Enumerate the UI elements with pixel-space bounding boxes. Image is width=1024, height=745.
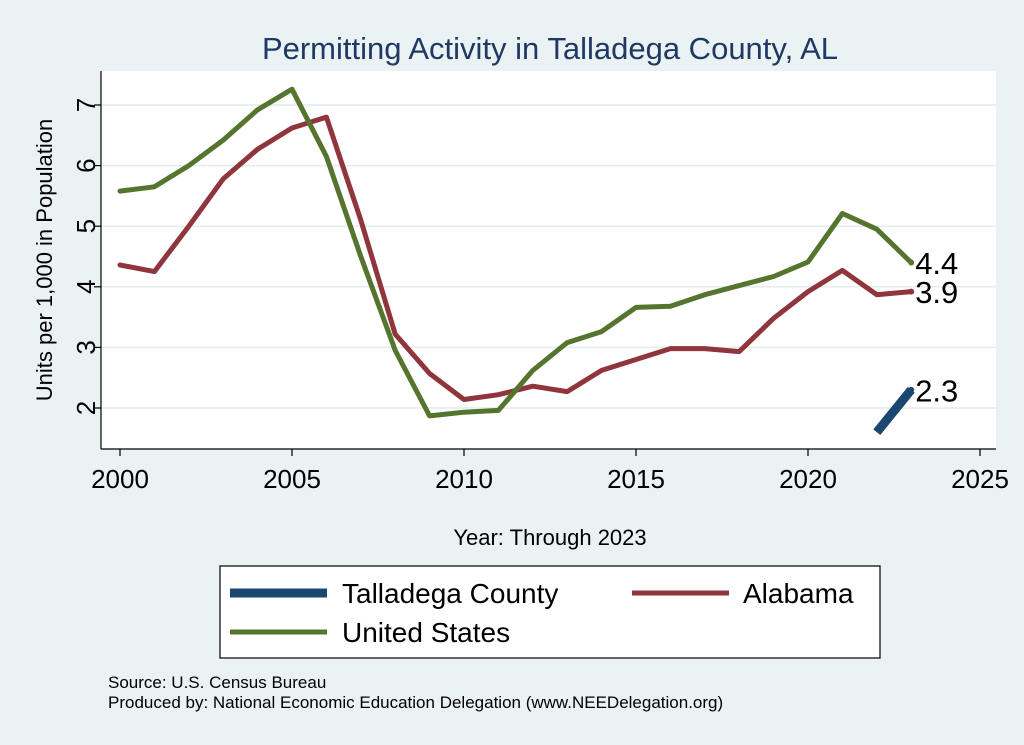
legend — [219, 565, 881, 659]
x-tick-label: 2015 — [607, 464, 665, 494]
x-tick-label: 2010 — [435, 464, 493, 494]
y-tick-label: 2 — [71, 401, 101, 415]
producer-note: Produced by: National Economic Education… — [108, 693, 723, 712]
legend-label: Talladega County — [342, 578, 558, 609]
series-talladega-county: 2.3 — [873, 373, 958, 436]
legend-item-alabama: Alabama — [632, 578, 854, 609]
plot-area — [101, 71, 996, 449]
gridlines — [101, 104, 996, 409]
y-tick-label: 3 — [71, 340, 101, 354]
x-tick-label: 2000 — [91, 464, 149, 494]
x-tick-label: 2005 — [263, 464, 321, 494]
legend-item-united-states: United States — [230, 617, 510, 648]
legend-label: Alabama — [743, 578, 854, 609]
legend-label: United States — [342, 617, 510, 648]
x-axis: 2000 2005 2010 2015 2020 2025 — [91, 448, 1009, 494]
end-marker — [908, 288, 915, 295]
chart-title: Permitting Activity in Talladega County,… — [262, 31, 838, 66]
end-label-alabama: 3.9 — [915, 275, 958, 310]
x-tick-label: 2020 — [779, 464, 837, 494]
series-line-talladega-county — [873, 386, 915, 436]
x-axis-title: Year: Through 2023 — [453, 525, 646, 550]
legend-item-talladega: Talladega County — [230, 578, 558, 609]
y-tick-label: 6 — [71, 158, 101, 172]
end-label-talladega-county: 2.3 — [915, 373, 958, 408]
end-label-united-states: 4.4 — [915, 246, 958, 281]
end-marker — [908, 259, 915, 266]
end-marker — [908, 386, 915, 393]
x-tick-label: 2025 — [951, 464, 1009, 494]
source-note: Source: U.S. Census Bureau — [108, 673, 326, 692]
series-line-united-states — [117, 86, 914, 419]
y-tick-label: 5 — [71, 219, 101, 233]
y-axis-title: Units per 1,000 in Population — [32, 119, 57, 402]
series-layer: 3.94.4 2.3 — [117, 86, 958, 436]
y-tick-label: 4 — [71, 280, 101, 294]
y-tick-label: 7 — [71, 98, 101, 112]
series-united-states: 4.4 — [117, 86, 958, 419]
y-axis: 2 3 4 5 6 7 — [71, 71, 102, 449]
